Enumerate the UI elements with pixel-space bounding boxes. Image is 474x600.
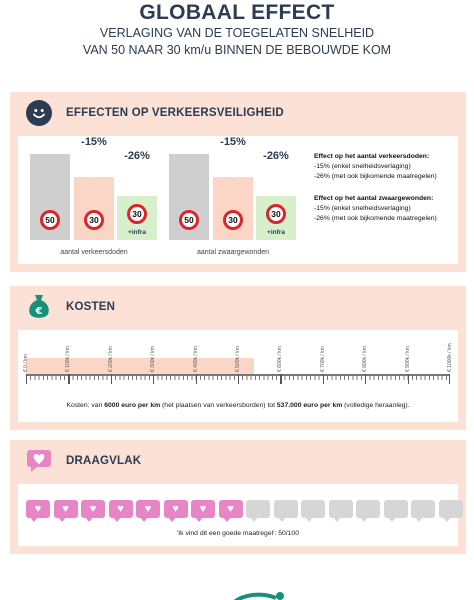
- deaths-effect-heading: Effect op het aantal verkeersdoden:: [314, 153, 430, 160]
- brand-logo: [233, 592, 284, 600]
- safety-panel-body: 50 -15% 30 -26% 30 +infra aantal verkeer…: [18, 136, 458, 264]
- heart-filled-icon: ♥: [53, 500, 78, 522]
- deaths-effect-line: -15% (enkel snelheidsverlaging): [314, 163, 411, 170]
- speed-sign-30: 30: [127, 204, 147, 224]
- heart-empty-icon: [356, 500, 380, 522]
- costs-panel-title: KOSTEN: [66, 301, 116, 313]
- cost-note-prefix: Kosten: van: [66, 402, 105, 409]
- cost-tick-label: € 500k / km: [235, 346, 241, 372]
- speed-sign-30: 30: [266, 204, 286, 224]
- infra-note: +infra: [128, 229, 146, 236]
- costs-panel-body: € 0 / km € 100k / km € 200k / km € 300k / k…: [18, 330, 458, 422]
- support-note: 'Ik vind dit een goede maatregel': 50/10…: [176, 530, 299, 537]
- cost-tick-label: € 1000k / km: [447, 343, 453, 372]
- injured-reduction-2-label: -26%: [263, 150, 289, 162]
- cost-major-tick: [238, 374, 240, 384]
- page-subtitle-line-1: VERLAGING VAN DE TOEGELATEN SNELHEID: [99, 26, 375, 40]
- cost-tick-label: € 600k / km: [277, 346, 284, 372]
- support-panel-header: DRAAGVLAK: [10, 440, 466, 482]
- support-panel: DRAAGVLAK ♥ ♥ ♥ ♥ ♥ ♥ ♥ ♥ 'Ik vind dit een goed…: [10, 440, 466, 554]
- heart-filled-icon: ♥: [136, 500, 160, 522]
- heart-filled-icon: ♥: [191, 500, 215, 522]
- svg-text:€: €: [35, 306, 43, 317]
- heart-empty-icon: [438, 500, 463, 522]
- cost-major-tick: [365, 374, 367, 384]
- speed-sign-50: 50: [40, 210, 60, 230]
- heart-filled-icon: ♥: [218, 500, 243, 522]
- safety-panel: EFFECTEN OP VERKEERSVEILIGHEID 50 -15% 3…: [10, 92, 466, 272]
- heart-filled-icon: ♥: [163, 500, 188, 522]
- costs-panel-header: € KOSTEN: [10, 286, 466, 328]
- cost-tick-label: € 400k / km: [192, 346, 199, 372]
- page-title: GLOBAAL EFFECT: [139, 1, 335, 24]
- safety-panel-header: EFFECTEN OP VERKEERSVEILIGHEID: [10, 92, 466, 134]
- heart-chat-icon: [26, 448, 52, 474]
- cost-tick-label: € 200k / km: [107, 346, 114, 372]
- cost-scale: € 0 / km € 100k / km € 200k / km € 300k / k…: [23, 340, 453, 398]
- deaths-bar-chart: 50 -15% 30 -26% 30 +infra aantal verkeer…: [24, 136, 164, 264]
- infra-note: +infra: [267, 229, 285, 236]
- heart-empty-icon: [383, 500, 408, 522]
- deaths-speed-only-bar: [74, 177, 114, 240]
- cost-tick-label: € 300k / km: [150, 346, 157, 372]
- costs-panel: € KOSTEN € 0 / km € 100k / km € 200k / km €…: [10, 286, 466, 430]
- speed-sign-30: 30: [223, 210, 243, 230]
- heart-empty-icon: [273, 500, 298, 522]
- cost-note-mid: (het plaatsen van verkeersborden) tot: [160, 402, 277, 409]
- injured-effect-line: -26% (met ook bijkomende maatregelen): [314, 215, 437, 222]
- down-arrow-icon: [260, 170, 292, 186]
- heart-filled-icon: ♥: [26, 500, 50, 522]
- down-arrow-icon: [76, 154, 112, 178]
- effects-summary: Effect op het aantal verkeersdoden: -15%…: [314, 152, 464, 224]
- cost-note-high: 537.000 euro per km: [276, 402, 343, 409]
- heart-filled-icon: ♥: [108, 500, 133, 522]
- cost-major-tick: [280, 374, 282, 384]
- deaths-reduction-2-label: -26%: [124, 150, 150, 162]
- injured-speed-only-bar: [213, 177, 253, 240]
- heart-filled-icon: ♥: [81, 500, 105, 522]
- down-arrow-icon: [215, 154, 251, 178]
- support-rating: ♥ ♥ ♥ ♥ ♥ ♥ ♥ ♥: [26, 500, 466, 522]
- heart-empty-icon: [328, 500, 353, 522]
- down-arrow-icon: [121, 170, 153, 186]
- cost-tick-label: € 900k / km: [404, 346, 411, 372]
- cost-note-suffix: (volledige heraanleg).: [342, 402, 410, 409]
- cost-range-fill: [26, 358, 254, 374]
- cost-major-tick: [448, 374, 450, 384]
- injured-bar-chart: 50 -15% 30 -26% 30 +infra aantal zwaarge…: [163, 136, 303, 264]
- cost-note-low: 6000 euro per km: [104, 402, 161, 409]
- injured-effect-heading: Effect op het aantal zwaargewonden:: [314, 195, 434, 202]
- speed-sign-50: 50: [179, 210, 199, 230]
- cost-major-tick: [26, 374, 28, 384]
- heart-empty-icon: [301, 500, 325, 522]
- injured-reduction-1-label: -15%: [220, 136, 246, 148]
- cost-tick-label: € 0 / km: [23, 354, 29, 372]
- cost-major-tick: [322, 374, 324, 384]
- injured-chart-label: aantal zwaargewonden: [197, 249, 269, 256]
- smiley-icon: [26, 100, 52, 126]
- injured-effect-line: -15% (enkel snelheidsverlaging): [314, 205, 411, 212]
- heart-empty-icon: [246, 500, 270, 522]
- cost-major-tick: [153, 374, 155, 384]
- safety-panel-title: EFFECTEN OP VERKEERSVEILIGHEID: [66, 107, 284, 119]
- cost-major-tick: [110, 374, 112, 384]
- deaths-reduction-1-label: -15%: [81, 136, 107, 148]
- deaths-chart-label: aantal verkeersdoden: [60, 249, 128, 256]
- cost-major-tick: [195, 374, 197, 384]
- support-panel-title: DRAAGVLAK: [66, 455, 142, 467]
- support-panel-body: ♥ ♥ ♥ ♥ ♥ ♥ ♥ ♥ 'Ik vind dit een goede maatrege…: [18, 484, 463, 546]
- cost-tick-label: € 700k / km: [319, 346, 326, 372]
- cost-tick-label: € 100k / km: [65, 346, 72, 372]
- cost-major-tick: [407, 374, 409, 384]
- heart-empty-icon: [411, 500, 435, 522]
- page-header: GLOBAAL EFFECT VERLAGING VAN DE TOEGELAT…: [0, 0, 474, 59]
- cost-tick-label: € 800k / km: [362, 346, 369, 372]
- page-subtitle-line-2: VAN 50 NAAR 30 km/u BINNEN DE BEBOUWDE K…: [82, 43, 392, 57]
- cost-major-tick: [68, 374, 70, 384]
- speed-sign-30: 30: [84, 210, 104, 230]
- deaths-effect-line: -26% (met ook bijkomende maatregelen): [314, 173, 437, 180]
- money-bag-icon: €: [26, 294, 52, 320]
- cost-note: Kosten: van 6000 euro per km (het plaats…: [18, 402, 458, 409]
